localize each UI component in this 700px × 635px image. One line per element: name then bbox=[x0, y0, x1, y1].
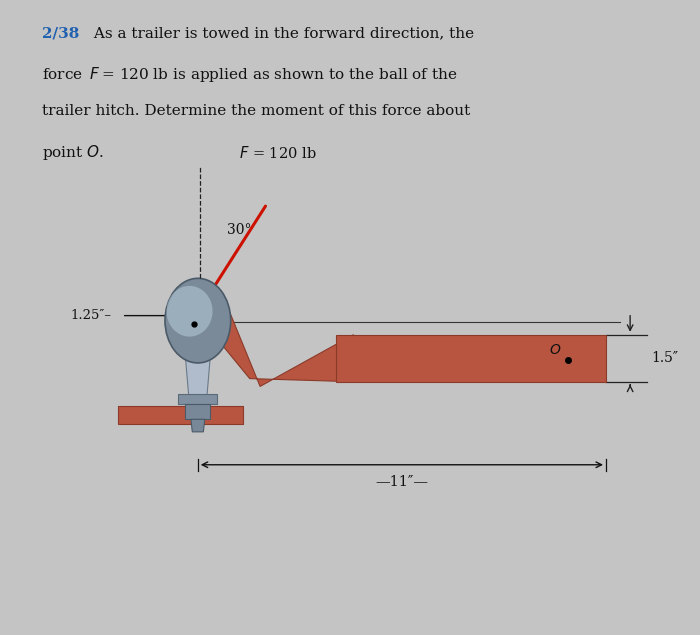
Text: 30°: 30° bbox=[227, 223, 251, 237]
Text: —11″—: —11″— bbox=[375, 476, 428, 490]
Text: $O$: $O$ bbox=[549, 343, 561, 357]
Polygon shape bbox=[178, 394, 217, 404]
Text: 1.25″–: 1.25″– bbox=[71, 309, 111, 322]
Text: $F$ = 120 lb: $F$ = 120 lb bbox=[239, 145, 316, 161]
Text: point $O$.: point $O$. bbox=[42, 143, 104, 162]
Ellipse shape bbox=[165, 278, 231, 363]
Text: $A$: $A$ bbox=[173, 321, 184, 333]
Polygon shape bbox=[336, 335, 606, 382]
Text: 1.5″: 1.5″ bbox=[651, 351, 678, 365]
Polygon shape bbox=[204, 302, 354, 387]
Polygon shape bbox=[186, 404, 210, 419]
Text: trailer hitch. Determine the moment of this force about: trailer hitch. Determine the moment of t… bbox=[42, 104, 470, 118]
Ellipse shape bbox=[167, 286, 213, 337]
Polygon shape bbox=[118, 406, 243, 424]
Text: force  $F$ = 120 lb is applied as shown to the ball of the: force $F$ = 120 lb is applied as shown t… bbox=[42, 65, 458, 84]
Text: As a trailer is towed in the forward direction, the: As a trailer is towed in the forward dir… bbox=[89, 26, 475, 40]
Polygon shape bbox=[191, 419, 205, 432]
Text: 2/38: 2/38 bbox=[42, 26, 80, 40]
Polygon shape bbox=[186, 357, 210, 398]
